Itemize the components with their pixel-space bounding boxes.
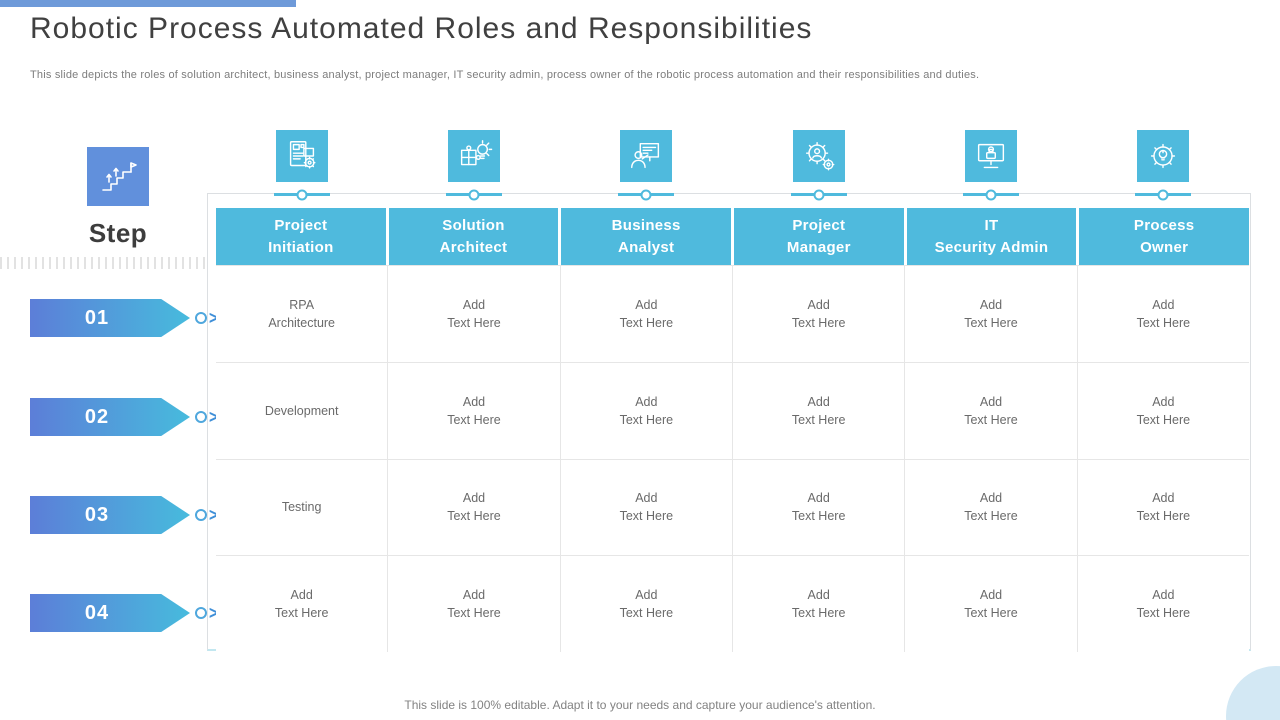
timeline-connector <box>618 189 675 201</box>
chevron-right-icon: > <box>209 602 218 624</box>
step-node-icon <box>195 509 207 521</box>
timeline-node-icon <box>985 189 997 201</box>
table-cell[interactable]: Add Text Here <box>905 459 1077 556</box>
step-number: 01 <box>84 306 110 329</box>
timeline-node-icon <box>640 189 652 201</box>
table-cell[interactable]: Add Text Here <box>388 266 560 362</box>
icon-col-it-security-admin <box>905 130 1077 201</box>
document-gear-icon <box>276 130 329 182</box>
icon-col-business-analyst <box>560 130 732 201</box>
chevron-right-icon: > <box>209 406 218 428</box>
page-title: Robotic Process Automated Roles and Resp… <box>30 12 813 45</box>
table-cell[interactable]: Development <box>216 362 388 459</box>
timeline-connector <box>446 189 503 201</box>
monitor-lock-icon <box>964 130 1017 182</box>
step-icon-box <box>87 147 149 206</box>
table-cell[interactable]: Add Text Here <box>905 362 1077 459</box>
slide-description: This slide depicts the roles of solution… <box>30 69 980 81</box>
table-cell[interactable]: Add Text Here <box>388 459 560 556</box>
column-header-it-security-admin: IT Security Admin <box>906 208 1077 265</box>
table-header-row: Project Initiation Solution Architect Bu… <box>216 208 1249 265</box>
column-header-project-initiation: Project Initiation <box>216 208 386 265</box>
puzzle-bulb-icon <box>448 130 501 182</box>
table-cell[interactable]: Add Text Here <box>905 266 1077 362</box>
step-row-04: 04 > <box>30 594 218 632</box>
timeline-connector <box>274 189 331 201</box>
step-arrow-04: 04 <box>30 594 190 632</box>
timeline-connector <box>962 189 1019 201</box>
table-cell[interactable]: Add Text Here <box>388 362 560 459</box>
table-cell[interactable]: Add Text Here <box>388 556 560 652</box>
table-cell[interactable]: Add Text Here <box>732 556 905 652</box>
timeline-node-icon <box>468 189 480 201</box>
table-cell[interactable]: Add Text Here <box>560 459 732 556</box>
timeline-node-icon <box>813 189 825 201</box>
timeline-node-icon <box>296 189 308 201</box>
table-body: RPA Architecture Add Text Here Add Text … <box>216 265 1249 652</box>
step-number: 02 <box>84 405 110 428</box>
table-cell[interactable]: Add Text Here <box>560 266 732 362</box>
step-arrow-02: 02 <box>30 398 190 436</box>
timeline-connector <box>790 189 847 201</box>
step-arrow-01: 01 <box>30 299 190 337</box>
chevron-right-icon: > <box>209 504 218 526</box>
step-number: 04 <box>84 601 110 624</box>
icon-col-project-manager <box>733 130 905 201</box>
table-cell[interactable]: Testing <box>216 459 388 556</box>
table-cell[interactable]: Add Text Here <box>732 459 905 556</box>
chevron-right-icon: > <box>209 307 218 329</box>
dotted-divider <box>0 257 206 269</box>
step-number: 03 <box>84 503 110 526</box>
timeline-connector <box>1134 189 1191 201</box>
step-row-03: 03 > <box>30 496 218 534</box>
column-header-project-manager: Project Manager <box>734 208 904 265</box>
icon-col-project-initiation <box>216 130 388 201</box>
table-cell[interactable]: Add Text Here <box>560 556 732 652</box>
table-cell[interactable]: Add Text Here <box>905 556 1077 652</box>
gear-bulb-icon <box>1136 130 1189 182</box>
step-row-01: 01 > <box>30 299 218 337</box>
table-cell[interactable]: Add Text Here <box>1077 362 1249 459</box>
top-accent-bar <box>0 0 296 7</box>
presentation-icon <box>620 130 673 182</box>
step-node-icon <box>195 312 207 324</box>
table-cell[interactable]: Add Text Here <box>1077 266 1249 362</box>
table-cell[interactable]: Add Text Here <box>1077 459 1249 556</box>
table-cell[interactable]: Add Text Here <box>732 266 905 362</box>
step-arrow-03: 03 <box>30 496 190 534</box>
step-node-icon <box>195 607 207 619</box>
timeline-node-icon <box>1157 189 1169 201</box>
table-cell[interactable]: Add Text Here <box>732 362 905 459</box>
table-cell[interactable]: Add Text Here <box>1077 556 1249 652</box>
footer-note: This slide is 100% editable. Adapt it to… <box>404 698 876 712</box>
gears-person-icon <box>792 130 845 182</box>
icon-col-process-owner <box>1077 130 1249 201</box>
column-header-process-owner: Process Owner <box>1079 208 1249 265</box>
step-row-02: 02 > <box>30 398 218 436</box>
column-icons-row <box>216 130 1249 201</box>
table-cell[interactable]: Add Text Here <box>560 362 732 459</box>
corner-decoration <box>1226 666 1280 720</box>
icon-col-solution-architect <box>388 130 560 201</box>
column-header-solution-architect: Solution Architect <box>388 208 559 265</box>
stairs-growth-icon <box>98 157 138 197</box>
table-cell[interactable]: Add Text Here <box>216 556 388 652</box>
step-node-icon <box>195 411 207 423</box>
table-cell[interactable]: RPA Architecture <box>216 266 388 362</box>
column-header-business-analyst: Business Analyst <box>561 208 731 265</box>
step-section-label: Step <box>88 218 148 248</box>
